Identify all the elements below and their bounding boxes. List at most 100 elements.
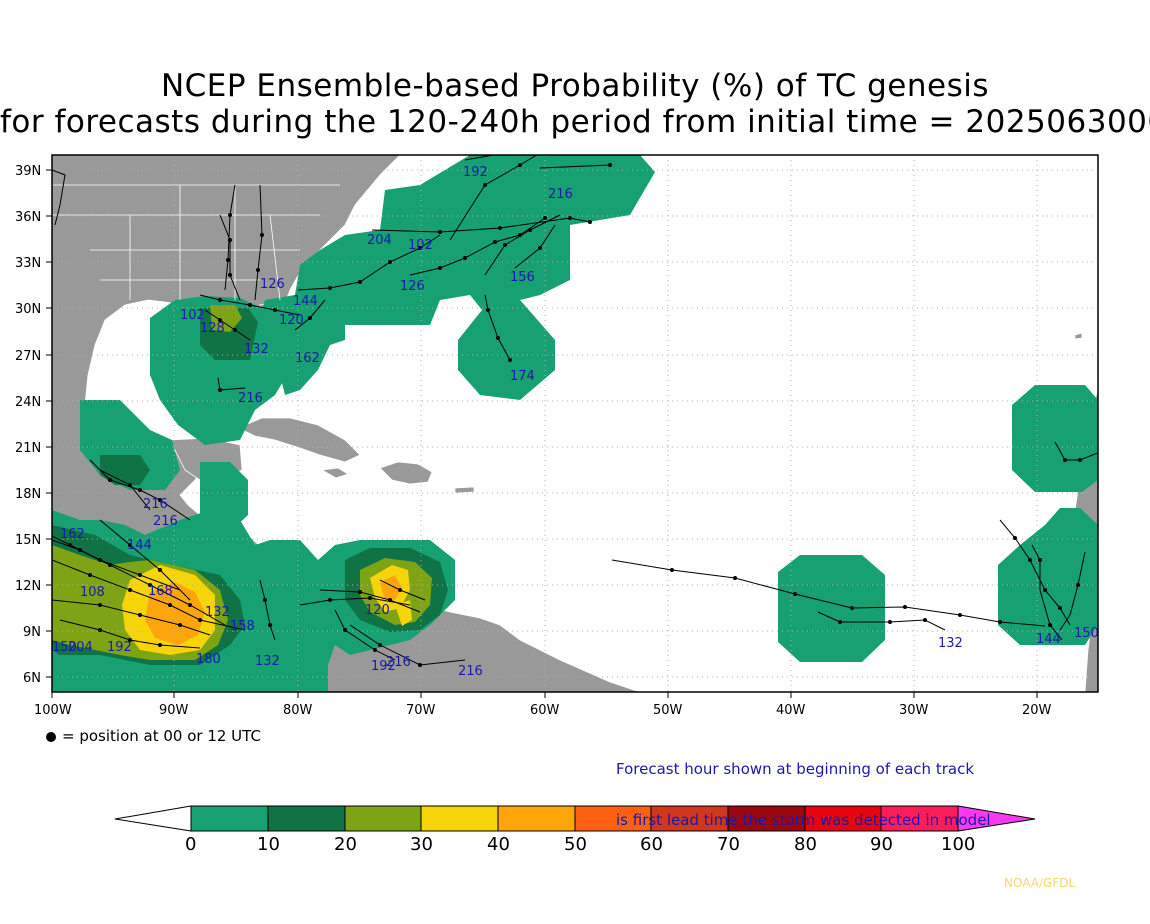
prob-region-dark-bay	[100, 455, 150, 485]
hour-label: 216	[153, 514, 178, 529]
track-point	[528, 228, 532, 232]
hour-label: 132	[255, 654, 280, 669]
track	[999, 519, 1071, 626]
track-point	[88, 573, 92, 577]
track-point	[188, 603, 192, 607]
hour-label: 216	[238, 391, 263, 406]
track-point	[958, 613, 962, 617]
track-point	[273, 308, 277, 312]
lat-label: 36N	[15, 210, 41, 225]
lon-label: 90W	[159, 703, 189, 718]
track-point	[1028, 558, 1032, 562]
track	[259, 579, 276, 641]
track	[1054, 441, 1098, 461]
track-point	[158, 498, 162, 502]
track-point	[178, 623, 182, 627]
lon-axis: 100W 90W 80W 70W 60W 50W 40W 30W 20W	[34, 692, 1052, 718]
track-point	[108, 563, 112, 567]
hour-label: 102	[180, 308, 205, 323]
track-point	[498, 226, 502, 230]
track	[484, 294, 511, 361]
track-point	[418, 246, 422, 250]
prob-region-mdr	[778, 555, 885, 662]
track-point	[543, 216, 547, 220]
title-line-1: NCEP Ensemble-based Probability (%) of T…	[160, 68, 990, 104]
note-line-1: Forecast hour shown at beginning of each…	[616, 760, 975, 778]
track-point	[793, 592, 797, 596]
colorbar-label: 10	[257, 834, 280, 855]
track-point	[368, 596, 372, 600]
track-point	[68, 543, 72, 547]
colorbar-label: 70	[717, 834, 740, 855]
map-frame	[51, 154, 1099, 693]
track-point	[263, 598, 267, 602]
track	[99, 519, 191, 601]
track-point	[373, 648, 377, 652]
hour-labels: 192 216 204 102 156 126 126 144 102 120 …	[52, 165, 1098, 679]
hour-label: 150	[52, 640, 77, 655]
lon-label: 40W	[776, 703, 806, 718]
track	[539, 164, 611, 169]
hour-label: 156	[510, 270, 535, 285]
track-point	[733, 576, 737, 580]
track-point	[518, 233, 522, 237]
track-point	[218, 388, 222, 392]
lat-label: 21N	[15, 441, 41, 456]
track-point	[128, 483, 132, 487]
land-hispaniola	[379, 461, 433, 485]
track-point	[128, 638, 132, 642]
prob-region-honduras	[200, 462, 248, 530]
track-point	[268, 623, 272, 627]
track-point	[308, 316, 312, 320]
colorbar-label: 100	[941, 834, 975, 855]
track-point	[198, 618, 202, 622]
track-point	[438, 230, 442, 234]
track-point	[923, 618, 927, 622]
track-point	[508, 358, 512, 362]
track	[484, 214, 561, 276]
track	[1059, 551, 1086, 631]
lon-label: 100W	[34, 703, 72, 718]
track-points	[68, 163, 1082, 667]
track-point	[328, 598, 332, 602]
colorbar-label: 0	[185, 834, 196, 855]
hour-label: 120	[279, 313, 304, 328]
colorbar-swatch	[880, 805, 959, 832]
colorbar-swatch	[420, 805, 499, 832]
hour-label: 120	[365, 603, 390, 618]
track-point	[218, 298, 222, 302]
prob-region-east-atl-2	[998, 508, 1098, 645]
track-point	[1076, 583, 1080, 587]
colorbar-swatch	[190, 805, 269, 832]
track-point	[483, 183, 487, 187]
track-point	[388, 260, 392, 264]
forecast-hour-note: Forecast hour shown at beginning of each…	[616, 727, 991, 846]
track	[297, 234, 441, 291]
track-point	[588, 220, 592, 224]
track-point	[98, 558, 102, 562]
hour-label: 144	[127, 538, 152, 553]
hour-label: 132	[244, 342, 269, 357]
track-point	[1013, 536, 1017, 540]
hour-label: 192	[371, 659, 396, 674]
track-point	[378, 643, 382, 647]
track-point	[158, 643, 162, 647]
hour-label: 180	[196, 652, 221, 667]
track-point	[486, 308, 490, 312]
lon-label: 20W	[1022, 703, 1052, 718]
track-point	[670, 568, 674, 572]
track-point	[218, 318, 222, 322]
land-canary	[1074, 332, 1083, 340]
hour-label: 144	[1036, 632, 1061, 647]
track-point	[343, 628, 347, 632]
prob-region-caribbean-yellow2	[395, 600, 412, 626]
colorbar-swatch	[650, 805, 729, 832]
prob-region-east-atl-1	[1012, 385, 1098, 492]
hour-label: 144	[293, 294, 318, 309]
track-point	[463, 256, 467, 260]
track-point	[398, 588, 402, 592]
colorbar-left-arrow	[114, 805, 192, 832]
track-point	[358, 280, 362, 284]
hour-label: 158	[230, 619, 255, 634]
lat-axis: 39N 36N 33N 30N 27N 24N 21N 18N 15N 12N …	[15, 164, 52, 686]
